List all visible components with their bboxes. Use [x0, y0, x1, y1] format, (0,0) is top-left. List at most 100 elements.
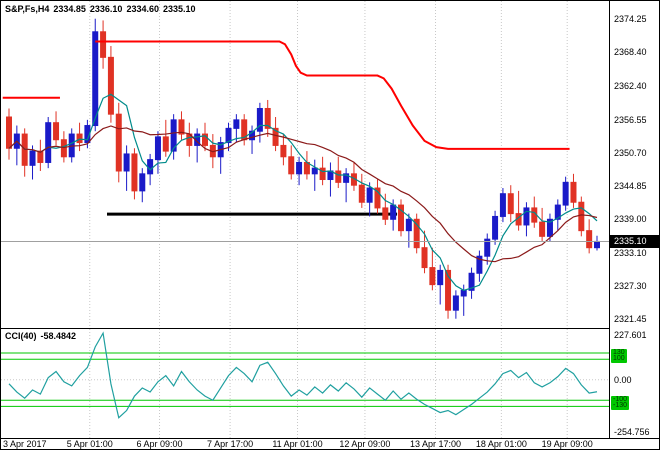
candle-body [398, 204, 404, 232]
candle-body [554, 204, 561, 220]
candle-body [249, 130, 256, 141]
candle-body [492, 215, 499, 240]
cci-level-badge: -100 [611, 396, 630, 405]
candle-body [311, 167, 318, 175]
cci-tick-label: -254.756 [614, 427, 650, 438]
time-tick-label: 11 Apr 01:00 [272, 439, 323, 449]
candle-body [256, 107, 263, 132]
candle-body [562, 181, 569, 206]
candle-body [288, 156, 295, 175]
chart-ohlc-header: S&P,Fs,H4 2334.85 2336.10 2334.60 2335.10 [5, 4, 200, 14]
candle-body [421, 247, 428, 269]
cci-name: CCI(40) [5, 331, 37, 341]
cci-level-badge: -130 [611, 402, 630, 411]
ma-slow-line [8, 125, 598, 263]
candle-body [60, 139, 67, 158]
price-tick-label: 2327.30 [614, 280, 647, 291]
time-tick-label: 18 Apr 01:00 [475, 439, 527, 449]
cci-tick-label: 0.00 [614, 374, 632, 385]
candle-body [413, 218, 420, 249]
time-tick-label: 5 Apr 01:00 [66, 439, 113, 449]
close-value: 2335.10 [163, 4, 196, 14]
cci-tick-label: 227.601 [614, 330, 647, 340]
candle-body [405, 218, 412, 232]
low-value: 2334.60 [126, 4, 159, 14]
candle-body [264, 107, 271, 129]
time-tick-label: 6 Apr 09:00 [136, 439, 183, 449]
price-tick-label: 2368.40 [614, 47, 647, 58]
price-tick-label: 2321.45 [614, 313, 647, 324]
candle-body [6, 116, 12, 149]
price-tick-label: 2350.70 [614, 147, 647, 158]
candle-body [76, 133, 83, 144]
axis-separator [1, 438, 659, 439]
candle-body [147, 159, 154, 175]
candle-body [319, 167, 326, 181]
candle-body [445, 269, 452, 311]
candle-body [507, 193, 514, 215]
price-tick-label: 2362.40 [614, 81, 647, 92]
stop-line [95, 40, 570, 150]
candle-body [452, 295, 459, 311]
high-value: 2336.10 [89, 4, 123, 14]
candle-body [233, 119, 240, 129]
candle-body [37, 150, 44, 163]
candle-body [335, 170, 342, 183]
candle-body [499, 193, 506, 217]
candle-body [162, 136, 169, 152]
candle-body [139, 173, 146, 192]
candle-body [586, 230, 593, 249]
candle-body [437, 269, 444, 286]
candle-body [131, 153, 138, 192]
panel-separator[interactable] [1, 328, 659, 329]
cci-level-badge: 130 [611, 349, 627, 358]
time-tick-label: 3 Apr 2017 [3, 439, 47, 449]
candle-body [594, 240, 600, 249]
symbol-label: S&P,Fs,H4 [5, 4, 50, 14]
candle-body [468, 272, 475, 291]
time-axis[interactable]: 3 Apr 2017 5 Apr 01:00 6 Apr 09:00 7 Apr 17… [1, 439, 659, 449]
candle-body [178, 119, 185, 135]
cci-indicator-label: CCI(40) -58.4842 [5, 331, 80, 341]
candle-body [358, 184, 365, 203]
candle-body [296, 161, 303, 175]
price-tick-label: 2374.25 [614, 14, 647, 24]
candle-body [539, 221, 546, 237]
candle-body [45, 122, 52, 163]
time-tick-label: 19 Apr 09:00 [541, 439, 593, 449]
time-tick-label: 13 Apr 17:00 [409, 439, 462, 449]
candle-body [107, 56, 114, 115]
price-axis[interactable]: 2374.25 2368.40 2362.40 2356.55 2350.70 2344.… [610, 1, 659, 438]
candle-body [115, 113, 122, 172]
time-tick-label: 12 Apr 09:00 [339, 439, 391, 449]
candle-body [280, 144, 287, 158]
candle-body [53, 122, 60, 141]
price-tick-label: 2339.00 [614, 214, 647, 225]
candle-body [570, 181, 577, 203]
candle-body [272, 127, 279, 146]
candle-body [170, 119, 177, 152]
ma-fast-line [8, 93, 598, 291]
candle-body [343, 173, 350, 183]
open-value: 2334.85 [53, 4, 86, 14]
price-tick-label: 2356.55 [614, 114, 647, 125]
candle-body [202, 133, 208, 146]
candle-body [578, 201, 585, 232]
candle-body [523, 207, 530, 226]
time-tick-label: 7 Apr 17:00 [207, 439, 254, 449]
candle-body [390, 204, 397, 220]
axis-vertical-separator [609, 1, 610, 438]
candle-body [476, 255, 483, 274]
candle-body [374, 187, 381, 209]
candle-body [29, 150, 36, 166]
cci-line [8, 331, 598, 419]
price-tick-label: 2333.10 [614, 247, 647, 258]
candle-body [100, 31, 107, 58]
candle-body [429, 267, 436, 286]
candle-body [154, 136, 161, 161]
candle-body [484, 238, 491, 257]
price-tick-label: 2344.85 [614, 181, 647, 192]
candle-body [460, 289, 467, 297]
